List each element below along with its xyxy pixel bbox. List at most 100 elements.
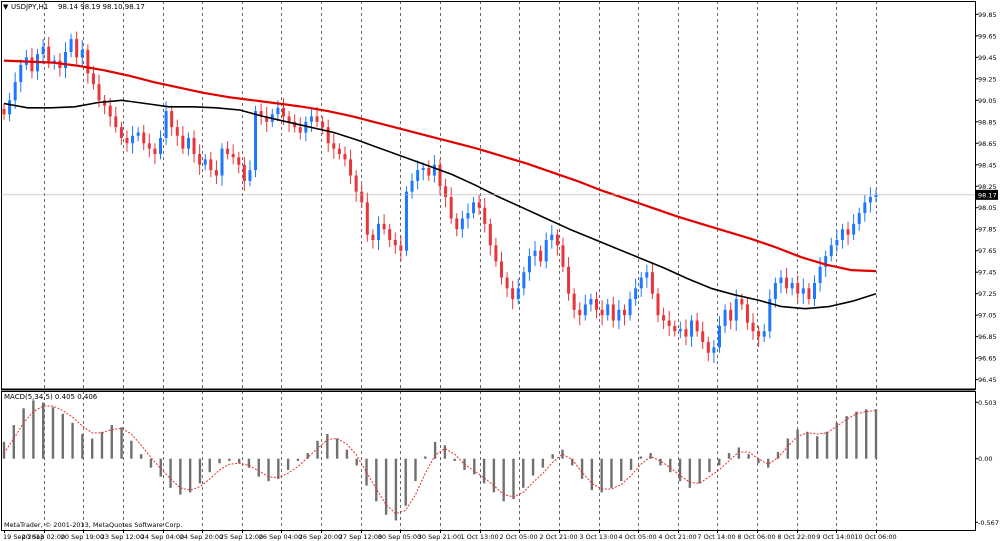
candle-body	[103, 100, 107, 106]
candle-body	[583, 304, 587, 316]
candle	[181, 126, 185, 155]
candle-body	[349, 159, 353, 176]
candle-body	[86, 49, 90, 74]
candle-body	[824, 256, 828, 267]
candle	[589, 293, 593, 312]
candle-body	[762, 331, 766, 337]
macd-y-tick-label: 0.00	[978, 455, 992, 463]
x-tick-label: 20 Sep 19:00	[61, 533, 104, 541]
candle-body	[97, 84, 101, 101]
candle	[662, 307, 666, 330]
candle	[159, 130, 163, 160]
macd-bar	[835, 422, 839, 459]
candle	[175, 119, 179, 146]
candle	[209, 151, 213, 178]
candle-body	[818, 266, 822, 283]
macd-bar	[12, 425, 15, 459]
x-tick-label: 4 Oct 05:00	[618, 533, 656, 541]
macd-bar	[639, 456, 643, 459]
candle-body	[248, 170, 252, 181]
macd-bar	[22, 408, 25, 459]
candle-body	[645, 272, 649, 278]
candle-body	[539, 250, 543, 262]
candle-body	[505, 277, 509, 289]
candle	[477, 194, 481, 215]
candle	[673, 320, 677, 337]
candle-body	[69, 39, 73, 52]
candle-body	[807, 288, 811, 300]
macd-bar	[286, 458, 290, 470]
candle-body	[444, 186, 448, 197]
candle	[555, 229, 559, 256]
macd-bar	[404, 458, 407, 506]
candle	[494, 237, 498, 267]
x-tick-label: 7 Oct 14:00	[697, 533, 735, 541]
candle	[846, 221, 850, 245]
x-tick-label: 9 Oct 14:00	[816, 533, 854, 541]
candle	[544, 232, 548, 269]
candle-body	[449, 197, 453, 219]
candle-body	[578, 309, 582, 316]
candle-body	[712, 347, 716, 353]
candle-body	[410, 180, 414, 192]
candle	[142, 125, 146, 151]
candle-body	[377, 223, 381, 240]
candle	[410, 173, 414, 199]
candle-body	[622, 309, 626, 316]
candle	[220, 143, 224, 186]
candle-body	[91, 73, 95, 85]
candle	[421, 162, 425, 181]
candle	[578, 302, 582, 326]
candle-body	[209, 159, 213, 171]
y-tick-label: 99.65	[978, 32, 997, 40]
candle-body	[499, 261, 503, 278]
candle	[522, 266, 526, 296]
candle-body	[354, 175, 358, 192]
candle-body	[181, 135, 185, 149]
macd-bar	[335, 438, 339, 459]
candle-body	[2, 108, 6, 115]
candle-body	[315, 116, 319, 122]
candles	[2, 31, 878, 363]
candle-body	[561, 245, 565, 267]
candle-body	[472, 202, 476, 214]
candle	[460, 210, 464, 238]
candle-body	[119, 127, 123, 138]
candle-body	[835, 239, 839, 246]
macd-bar	[394, 458, 398, 521]
candle-body	[511, 288, 515, 300]
macd-bar	[41, 402, 45, 459]
x-tick-label: 30 Sep 21:00	[418, 533, 461, 541]
candle-body	[136, 132, 140, 136]
chart-menu-dropdown-icon[interactable]: ▼	[3, 3, 9, 11]
candle	[611, 296, 615, 328]
candle-body	[186, 137, 190, 149]
candle-body	[846, 229, 850, 235]
candle	[108, 98, 112, 127]
candle-body	[343, 154, 347, 160]
candle	[505, 272, 509, 297]
candle	[717, 316, 721, 353]
candle-body	[360, 191, 364, 203]
candle	[472, 197, 476, 219]
candle-body	[416, 170, 420, 181]
candle-body	[796, 282, 800, 294]
candle	[762, 323, 766, 343]
y-tick-label: 98.65	[978, 140, 997, 148]
candle	[790, 277, 794, 296]
candle	[114, 106, 118, 133]
y-tick-label: 98.25	[978, 183, 997, 191]
candle-body	[237, 157, 241, 165]
candle	[63, 42, 67, 79]
candle-body	[147, 143, 151, 149]
x-tick-label: 25 Sep 12:00	[220, 533, 263, 541]
candle-body	[494, 245, 498, 262]
macd-bar	[384, 458, 388, 515]
candle-body	[729, 309, 733, 321]
candle-body	[298, 127, 302, 133]
candle	[678, 321, 682, 339]
macd-bar	[649, 453, 652, 459]
candle-body	[421, 167, 425, 171]
